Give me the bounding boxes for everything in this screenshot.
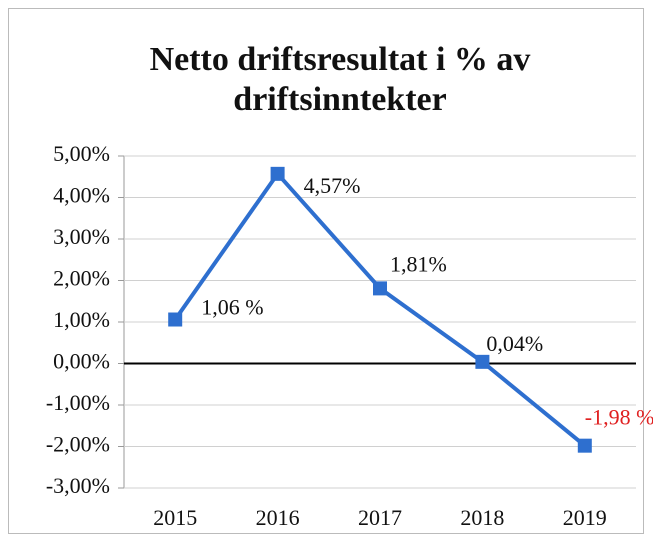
x-tick-label: 2017	[358, 505, 402, 530]
chart-title: Netto driftsresultat i % av driftsinntek…	[149, 41, 531, 118]
y-tick-label: 1,00%	[53, 307, 110, 332]
marker	[475, 354, 490, 369]
marker	[270, 166, 285, 181]
marker	[168, 312, 183, 327]
y-tick-label: -3,00%	[46, 473, 110, 498]
data-label: 4,57%	[304, 173, 361, 198]
data-label: -1,98 %	[585, 405, 653, 430]
y-tick-label: 0,00%	[53, 349, 110, 374]
y-tick-label: -2,00%	[46, 432, 110, 457]
data-label: 0,04%	[486, 331, 543, 356]
data-label: 1,81%	[390, 251, 447, 276]
marker	[577, 438, 592, 453]
y-tick-label: 4,00%	[53, 183, 110, 208]
y-tick-label: 3,00%	[53, 224, 110, 249]
x-tick-label: 2018	[460, 505, 504, 530]
y-tick-label: 2,00%	[53, 266, 110, 291]
x-tick-label: 2019	[563, 505, 607, 530]
data-label: 1,06 %	[201, 295, 263, 320]
x-tick-label: 2016	[256, 505, 300, 530]
marker	[373, 281, 387, 296]
x-tick-label: 2015	[153, 505, 197, 530]
y-tick-label: 5,00%	[53, 141, 110, 166]
chart-frame	[8, 8, 644, 534]
y-tick-label: -1,00%	[46, 390, 110, 415]
